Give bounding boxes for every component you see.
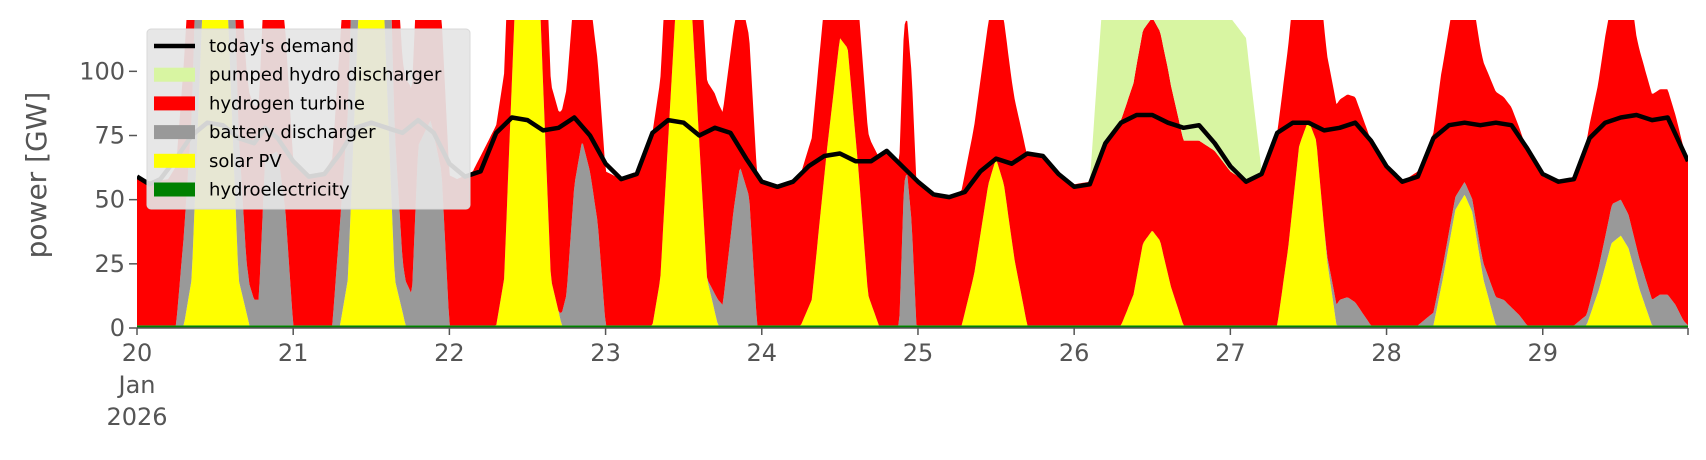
x-tick-sublabel: 2026 xyxy=(106,403,167,431)
y-tick-label: 50 xyxy=(94,186,125,214)
x-tick-label: 21 xyxy=(278,339,309,367)
x-tick-label: 26 xyxy=(1059,339,1090,367)
legend-label-pumped-hydro-discharger: pumped hydro discharger xyxy=(209,65,442,86)
legend-label-hydrogen-turbine: hydrogen turbine xyxy=(209,93,365,114)
area-solar-pv xyxy=(137,20,1688,326)
x-tick-label: 28 xyxy=(1371,339,1402,367)
legend-swatch-hydrogen-turbine xyxy=(154,96,195,111)
legend-swatch-pumped-hydro-discharger xyxy=(154,67,195,82)
legend-label-battery-discharger: battery discharger xyxy=(209,122,376,143)
legend: today's demand pumped hydro discharger hyd… xyxy=(146,28,471,210)
y-tick-label: 100 xyxy=(79,57,125,85)
x-tick-label: 23 xyxy=(590,339,621,367)
y-tick-label: 0 xyxy=(110,314,125,342)
y-axis-label: power [GW] xyxy=(20,92,53,259)
legend-label-hydroelectricity: hydroelectricity xyxy=(209,180,350,201)
x-tick-label: 20 xyxy=(122,339,153,367)
legend-swatch-hydroelectricity xyxy=(154,182,195,197)
x-tick-label: 27 xyxy=(1215,339,1246,367)
area-battery-discharger xyxy=(137,20,1688,326)
x-tick-label: 22 xyxy=(434,339,465,367)
legend-swatch-solar-pv xyxy=(154,153,195,168)
x-axis: 20 Jan 2026 21 22 23 24 25 26 27 28 29 xyxy=(106,328,1689,431)
x-tick-label: 25 xyxy=(903,339,934,367)
x-tick-sublabel: Jan xyxy=(117,371,156,399)
legend-label-solar-pv: solar PV xyxy=(209,151,282,172)
legend-box xyxy=(146,28,471,210)
y-tick-label: 75 xyxy=(94,122,125,150)
y-tick-label: 25 xyxy=(94,250,125,278)
legend-label-today-s-demand: today's demand xyxy=(209,36,354,57)
x-tick-label: 29 xyxy=(1527,339,1558,367)
area-hydrogen-turbine xyxy=(137,20,1688,326)
x-tick-label: 24 xyxy=(747,339,778,367)
legend-swatch-battery-discharger xyxy=(154,125,195,140)
y-axis: 0 25 50 75 100 xyxy=(79,57,137,342)
